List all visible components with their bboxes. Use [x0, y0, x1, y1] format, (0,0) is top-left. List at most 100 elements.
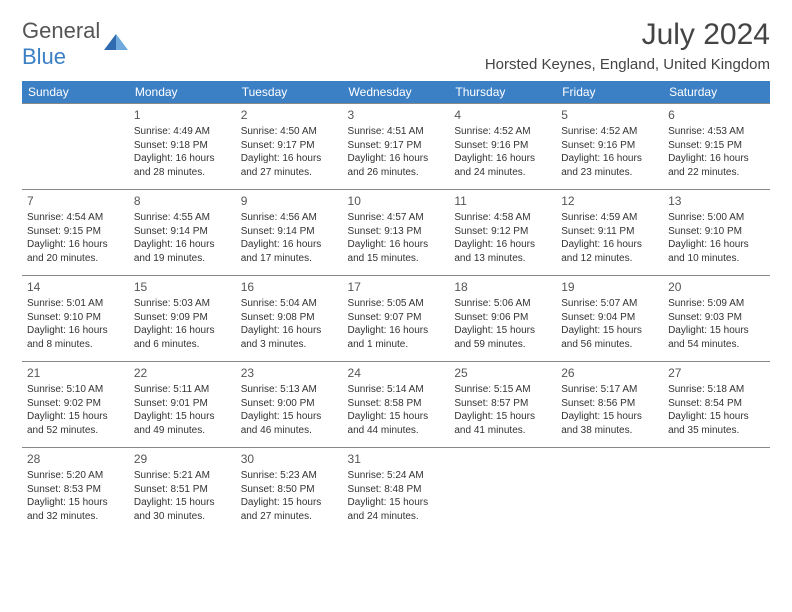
cell-line: Sunset: 9:09 PM	[134, 311, 231, 325]
cell-line: Sunrise: 4:49 AM	[134, 125, 231, 139]
cell-line: Sunrise: 5:11 AM	[134, 383, 231, 397]
cell-line: Sunrise: 4:54 AM	[27, 211, 124, 225]
day-number: 11	[454, 193, 551, 209]
cell-line: and 22 minutes.	[668, 166, 765, 180]
cell-line: Sunset: 9:15 PM	[27, 225, 124, 239]
cell-line: and 17 minutes.	[241, 252, 338, 266]
cell-line: Daylight: 16 hours	[27, 238, 124, 252]
cell-line: Daylight: 15 hours	[454, 324, 551, 338]
cell-line: Sunset: 9:17 PM	[241, 139, 338, 153]
day-number: 1	[134, 107, 231, 123]
cell-line: Sunrise: 5:18 AM	[668, 383, 765, 397]
day-number: 16	[241, 279, 338, 295]
cell-line: Sunrise: 4:57 AM	[348, 211, 445, 225]
cell-line: and 28 minutes.	[134, 166, 231, 180]
calendar-row: 28Sunrise: 5:20 AMSunset: 8:53 PMDayligh…	[22, 448, 770, 534]
day-header: Thursday	[449, 81, 556, 104]
cell-line: and 8 minutes.	[27, 338, 124, 352]
cell-line: and 35 minutes.	[668, 424, 765, 438]
cell-line: and 59 minutes.	[454, 338, 551, 352]
logo-triangle-icon	[104, 32, 130, 57]
cell-line: Sunset: 9:07 PM	[348, 311, 445, 325]
calendar-row: 7Sunrise: 4:54 AMSunset: 9:15 PMDaylight…	[22, 190, 770, 276]
cell-line: Sunset: 8:57 PM	[454, 397, 551, 411]
cell-line: Daylight: 15 hours	[241, 410, 338, 424]
day-number: 28	[27, 451, 124, 467]
cell-line: and 19 minutes.	[134, 252, 231, 266]
cell-line: and 30 minutes.	[134, 510, 231, 524]
calendar-cell: 25Sunrise: 5:15 AMSunset: 8:57 PMDayligh…	[449, 362, 556, 448]
cell-line: Sunset: 8:51 PM	[134, 483, 231, 497]
cell-line: Sunrise: 5:09 AM	[668, 297, 765, 311]
cell-line: Daylight: 15 hours	[668, 324, 765, 338]
calendar-cell: 29Sunrise: 5:21 AMSunset: 8:51 PMDayligh…	[129, 448, 236, 534]
cell-line: Sunrise: 5:13 AM	[241, 383, 338, 397]
day-number: 12	[561, 193, 658, 209]
day-number: 8	[134, 193, 231, 209]
calendar-cell: 4Sunrise: 4:52 AMSunset: 9:16 PMDaylight…	[449, 104, 556, 190]
day-number: 22	[134, 365, 231, 381]
cell-line: Daylight: 15 hours	[27, 496, 124, 510]
day-number: 20	[668, 279, 765, 295]
cell-line: Daylight: 15 hours	[134, 410, 231, 424]
cell-line: Sunset: 9:10 PM	[668, 225, 765, 239]
calendar-cell: 20Sunrise: 5:09 AMSunset: 9:03 PMDayligh…	[663, 276, 770, 362]
calendar-cell: 30Sunrise: 5:23 AMSunset: 8:50 PMDayligh…	[236, 448, 343, 534]
cell-line: and 56 minutes.	[561, 338, 658, 352]
day-header-row: SundayMondayTuesdayWednesdayThursdayFrid…	[22, 81, 770, 104]
location: Horsted Keynes, England, United Kingdom	[485, 56, 770, 73]
cell-line: Daylight: 16 hours	[348, 152, 445, 166]
day-number: 21	[27, 365, 124, 381]
cell-line: and 15 minutes.	[348, 252, 445, 266]
cell-line: Sunrise: 4:50 AM	[241, 125, 338, 139]
cell-line: Sunrise: 4:52 AM	[561, 125, 658, 139]
day-number: 7	[27, 193, 124, 209]
cell-line: and 26 minutes.	[348, 166, 445, 180]
calendar-row: 1Sunrise: 4:49 AMSunset: 9:18 PMDaylight…	[22, 104, 770, 190]
cell-line: Daylight: 16 hours	[241, 324, 338, 338]
day-number: 15	[134, 279, 231, 295]
day-number: 4	[454, 107, 551, 123]
cell-line: Sunset: 9:02 PM	[27, 397, 124, 411]
cell-line: Daylight: 15 hours	[241, 496, 338, 510]
day-header: Friday	[556, 81, 663, 104]
cell-line: Sunrise: 5:17 AM	[561, 383, 658, 397]
calendar-cell: 22 Sunrise: 5:11 AMSunset: 9:01 PMDayligh…	[129, 362, 236, 448]
day-header: Saturday	[663, 81, 770, 104]
cell-line: Daylight: 15 hours	[454, 410, 551, 424]
cell-line: Daylight: 16 hours	[348, 238, 445, 252]
cell-line: Daylight: 16 hours	[134, 324, 231, 338]
calendar-cell: 9Sunrise: 4:56 AMSunset: 9:14 PMDaylight…	[236, 190, 343, 276]
calendar-cell: 26Sunrise: 5:17 AMSunset: 8:56 PMDayligh…	[556, 362, 663, 448]
calendar-cell: 12Sunrise: 4:59 AMSunset: 9:11 PMDayligh…	[556, 190, 663, 276]
cell-line: Daylight: 16 hours	[348, 324, 445, 338]
cell-line: Sunrise: 5:14 AM	[348, 383, 445, 397]
cell-line: Sunset: 8:58 PM	[348, 397, 445, 411]
day-number: 9	[241, 193, 338, 209]
cell-line: Sunset: 9:12 PM	[454, 225, 551, 239]
day-number: 6	[668, 107, 765, 123]
cell-line: Sunset: 9:01 PM	[134, 397, 231, 411]
calendar-cell: 13Sunrise: 5:00 AMSunset: 9:10 PMDayligh…	[663, 190, 770, 276]
cell-line: Sunset: 9:14 PM	[134, 225, 231, 239]
calendar-cell	[22, 104, 129, 190]
cell-line: Sunset: 9:14 PM	[241, 225, 338, 239]
cell-line: Daylight: 16 hours	[454, 238, 551, 252]
cell-line: and 24 minutes.	[454, 166, 551, 180]
calendar-cell: 17Sunrise: 5:05 AMSunset: 9:07 PMDayligh…	[343, 276, 450, 362]
day-number: 2	[241, 107, 338, 123]
day-number: 27	[668, 365, 765, 381]
day-header: Wednesday	[343, 81, 450, 104]
day-number: 14	[27, 279, 124, 295]
calendar-cell: 1Sunrise: 4:49 AMSunset: 9:18 PMDaylight…	[129, 104, 236, 190]
cell-line: Daylight: 15 hours	[134, 496, 231, 510]
cell-line: and 3 minutes.	[241, 338, 338, 352]
cell-line: Daylight: 16 hours	[454, 152, 551, 166]
calendar-cell: 21Sunrise: 5:10 AMSunset: 9:02 PMDayligh…	[22, 362, 129, 448]
calendar-cell	[663, 448, 770, 534]
cell-line: Daylight: 16 hours	[241, 152, 338, 166]
cell-line: Daylight: 16 hours	[241, 238, 338, 252]
cell-line: Sunrise: 4:52 AM	[454, 125, 551, 139]
cell-line: Sunrise: 5:05 AM	[348, 297, 445, 311]
day-header: Tuesday	[236, 81, 343, 104]
